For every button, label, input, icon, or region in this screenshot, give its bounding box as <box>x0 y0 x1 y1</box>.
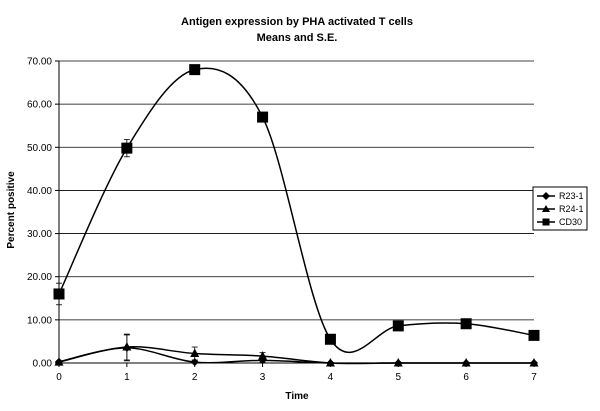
x-tick-label: 2 <box>192 372 198 383</box>
triangle-marker-icon <box>542 205 550 212</box>
y-ticks: 0.00 10.00 20.00 30.00 40.00 50.00 60.00 70.00 <box>27 57 59 370</box>
square-marker-icon <box>542 218 550 226</box>
square-marker <box>121 142 133 154</box>
plot-area <box>53 64 540 367</box>
y-tick-label: 40.00 <box>27 186 52 197</box>
x-tick-label: 0 <box>56 372 62 383</box>
y-tick-label: 20.00 <box>27 272 52 283</box>
square-marker <box>324 333 336 345</box>
square-marker <box>392 320 404 332</box>
y-tick-label: 50.00 <box>27 143 52 154</box>
square-marker <box>528 329 540 341</box>
triangle-marker <box>325 358 335 367</box>
x-tick-label: 5 <box>396 372 402 383</box>
diamond-marker-icon <box>542 192 550 200</box>
legend-label: CD30 <box>559 217 582 227</box>
triangle-marker <box>461 358 471 367</box>
x-tick-label: 4 <box>328 372 334 383</box>
y-tick-label: 60.00 <box>27 100 52 111</box>
square-marker <box>257 111 269 123</box>
y-tick-label: 0.00 <box>33 359 53 370</box>
square-marker <box>189 64 201 76</box>
gridlines <box>59 60 534 321</box>
legend-label: R23-1 <box>559 191 584 201</box>
triangle-marker <box>190 348 200 358</box>
chart-title: Antigen expression by PHA activated T ce… <box>181 16 413 28</box>
triangle-marker <box>258 351 268 360</box>
triangle-marker <box>122 342 132 351</box>
x-axis-title: Time <box>285 391 309 402</box>
square-marker <box>460 318 472 330</box>
series-cd30 <box>53 64 540 354</box>
x-tick-label: 3 <box>260 372 266 383</box>
triangle-marker <box>54 357 64 366</box>
legend-item-cd30: CD30 <box>537 217 582 227</box>
y-tick-label: 30.00 <box>27 229 52 240</box>
y-axis-title: Percent positive <box>6 171 17 249</box>
series-line <box>58 346 534 365</box>
triangle-marker <box>529 358 539 367</box>
x-tick-label: 1 <box>124 372 130 383</box>
legend-item-r24-1: R24-1 <box>537 204 584 214</box>
legend: R23-1 R24-1 CD30 <box>532 186 588 231</box>
triangle-marker <box>393 358 403 367</box>
series-r24-1 <box>54 333 539 367</box>
square-marker <box>53 288 65 300</box>
x-ticks: 0 1 2 3 4 5 6 7 <box>56 363 537 383</box>
y-tick-label: 70.00 <box>27 57 52 68</box>
legend-label: R24-1 <box>559 204 584 214</box>
legend-item-r23-1: R23-1 <box>537 191 584 201</box>
axes <box>58 61 534 364</box>
chart-subtitle: Means and S.E. <box>257 32 338 44</box>
y-tick-label: 10.00 <box>27 315 52 326</box>
x-tick-label: 7 <box>531 372 537 383</box>
series-line <box>58 67 535 354</box>
x-tick-label: 6 <box>463 372 469 383</box>
